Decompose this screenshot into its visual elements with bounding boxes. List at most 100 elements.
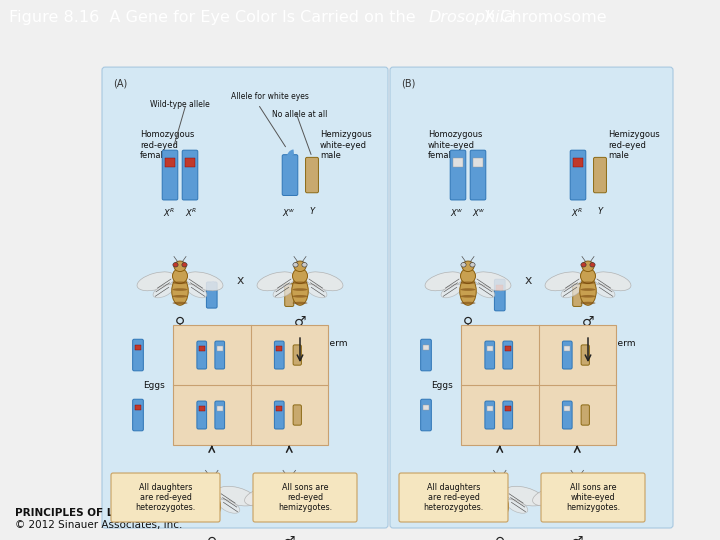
Ellipse shape	[492, 503, 508, 506]
FancyBboxPatch shape	[420, 339, 431, 371]
Text: $X^R$: $X^R$	[185, 207, 197, 219]
Bar	[276, 346, 282, 350]
Ellipse shape	[292, 281, 307, 284]
Ellipse shape	[470, 262, 475, 267]
Ellipse shape	[493, 475, 506, 486]
Ellipse shape	[293, 262, 298, 267]
Ellipse shape	[491, 491, 508, 521]
Ellipse shape	[461, 295, 475, 298]
Ellipse shape	[570, 503, 585, 506]
Text: ♂: ♂	[283, 535, 295, 540]
FancyBboxPatch shape	[132, 399, 143, 431]
Ellipse shape	[441, 285, 462, 298]
Ellipse shape	[571, 475, 583, 486]
Ellipse shape	[203, 491, 220, 521]
Text: All daughters
are red-eyed
heterozygotes.: All daughters are red-eyed heterozygotes…	[423, 483, 484, 512]
Text: $X^w$: $X^w$	[282, 207, 296, 218]
Bar	[276, 406, 282, 410]
Text: ♂: ♂	[571, 535, 583, 540]
FancyBboxPatch shape	[215, 341, 225, 369]
Bar	[497, 285, 503, 290]
Bar	[423, 405, 429, 410]
Bar	[165, 158, 176, 167]
FancyBboxPatch shape	[562, 401, 572, 429]
Ellipse shape	[590, 262, 595, 267]
Ellipse shape	[306, 285, 327, 298]
Ellipse shape	[173, 281, 187, 284]
Text: PRINCIPLES OF LIFE, Figure 8.16: PRINCIPLES OF LIFE, Figure 8.16	[15, 508, 207, 518]
Bar	[135, 405, 141, 410]
Ellipse shape	[461, 281, 475, 284]
FancyBboxPatch shape	[581, 405, 590, 425]
Ellipse shape	[218, 500, 240, 513]
Text: Drosophila: Drosophila	[428, 10, 514, 25]
Bar	[572, 158, 583, 167]
Ellipse shape	[173, 295, 187, 298]
Ellipse shape	[282, 510, 297, 513]
Ellipse shape	[292, 277, 308, 305]
Ellipse shape	[580, 281, 595, 284]
FancyBboxPatch shape	[293, 345, 302, 365]
FancyBboxPatch shape	[111, 473, 220, 522]
Ellipse shape	[282, 503, 297, 506]
Ellipse shape	[295, 500, 318, 513]
Ellipse shape	[425, 272, 463, 291]
Ellipse shape	[173, 268, 187, 284]
Ellipse shape	[492, 496, 508, 499]
Ellipse shape	[153, 285, 174, 298]
Text: Y: Y	[310, 207, 315, 216]
Ellipse shape	[273, 285, 294, 298]
Ellipse shape	[292, 288, 307, 291]
Ellipse shape	[282, 477, 287, 481]
FancyBboxPatch shape	[207, 282, 217, 308]
Ellipse shape	[173, 302, 187, 305]
FancyBboxPatch shape	[197, 401, 207, 429]
Ellipse shape	[167, 487, 207, 506]
Ellipse shape	[305, 272, 343, 291]
FancyBboxPatch shape	[593, 157, 606, 193]
FancyBboxPatch shape	[581, 345, 590, 365]
Ellipse shape	[583, 500, 606, 513]
Text: $X^R$: $X^R$	[163, 207, 175, 219]
Text: All sons are
white-eyed
hemizygotes.: All sons are white-eyed hemizygotes.	[566, 483, 620, 512]
Text: All daughters
are red-eyed
heterozygotes.: All daughters are red-eyed heterozygotes…	[135, 483, 196, 512]
Ellipse shape	[580, 295, 595, 298]
Ellipse shape	[461, 268, 475, 284]
Bar	[564, 406, 570, 410]
Ellipse shape	[561, 285, 582, 298]
Text: Hemizygous
red-eyed
male: Hemizygous red-eyed male	[608, 130, 660, 160]
Bar	[505, 406, 510, 410]
Ellipse shape	[291, 477, 297, 481]
Bar	[184, 158, 195, 167]
Text: No allele at all: No allele at all	[272, 110, 328, 119]
Ellipse shape	[282, 496, 297, 499]
Text: $X^w$: $X^w$	[450, 207, 464, 218]
Bar	[453, 158, 464, 167]
Ellipse shape	[472, 500, 493, 513]
FancyBboxPatch shape	[562, 341, 572, 369]
Bar	[423, 345, 429, 350]
FancyBboxPatch shape	[503, 401, 513, 429]
Ellipse shape	[580, 277, 596, 305]
Ellipse shape	[214, 477, 219, 481]
Ellipse shape	[173, 262, 178, 267]
Ellipse shape	[204, 503, 220, 506]
Bar	[173, 325, 328, 445]
Ellipse shape	[302, 262, 307, 267]
FancyBboxPatch shape	[132, 339, 143, 371]
Text: Y: Y	[598, 207, 603, 216]
Bar	[135, 345, 141, 350]
FancyBboxPatch shape	[390, 67, 673, 528]
Text: © 2012 Sinauer Associates, Inc.: © 2012 Sinauer Associates, Inc.	[15, 520, 182, 530]
FancyBboxPatch shape	[572, 284, 582, 306]
Ellipse shape	[204, 496, 220, 499]
Ellipse shape	[570, 517, 585, 520]
Text: ♂: ♂	[294, 315, 306, 329]
FancyBboxPatch shape	[485, 401, 495, 429]
FancyBboxPatch shape	[197, 341, 207, 369]
FancyBboxPatch shape	[282, 154, 298, 195]
Bar	[199, 346, 204, 350]
Text: All sons are
red-eyed
hemizygotes.: All sons are red-eyed hemizygotes.	[278, 483, 332, 512]
Ellipse shape	[292, 268, 307, 284]
FancyBboxPatch shape	[495, 279, 505, 311]
